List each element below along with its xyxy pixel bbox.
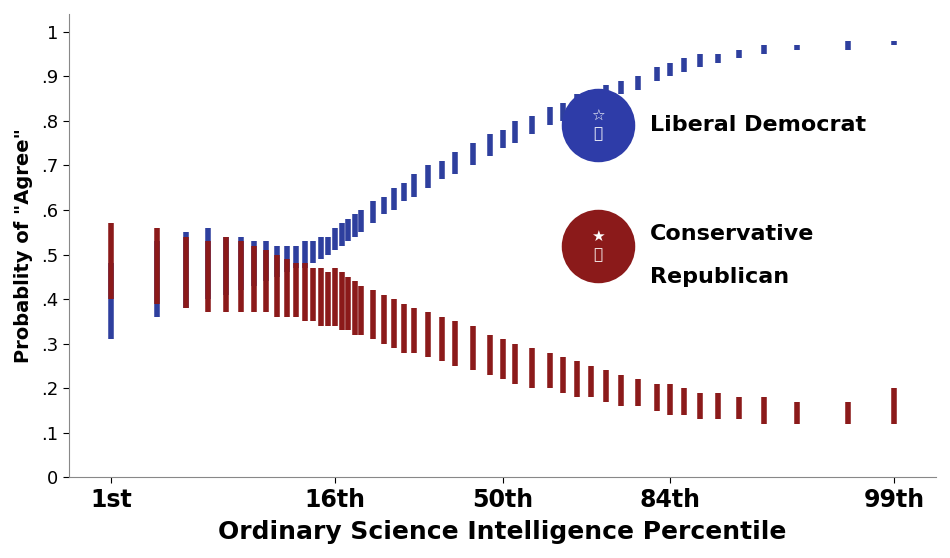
X-axis label: Ordinary Science Intelligence Percentile: Ordinary Science Intelligence Percentile (218, 520, 787, 544)
Text: ★
🐘: ★ 🐘 (591, 229, 605, 262)
Text: Liberal Democrat: Liberal Democrat (650, 115, 866, 135)
Y-axis label: Probablity of "Agree": Probablity of "Agree" (14, 128, 33, 363)
Point (590, 121, 605, 129)
Point (590, 241, 605, 250)
Text: Republican: Republican (650, 267, 789, 287)
Text: ☆
🫏: ☆ 🫏 (591, 109, 605, 141)
Text: Conservative: Conservative (650, 224, 814, 244)
